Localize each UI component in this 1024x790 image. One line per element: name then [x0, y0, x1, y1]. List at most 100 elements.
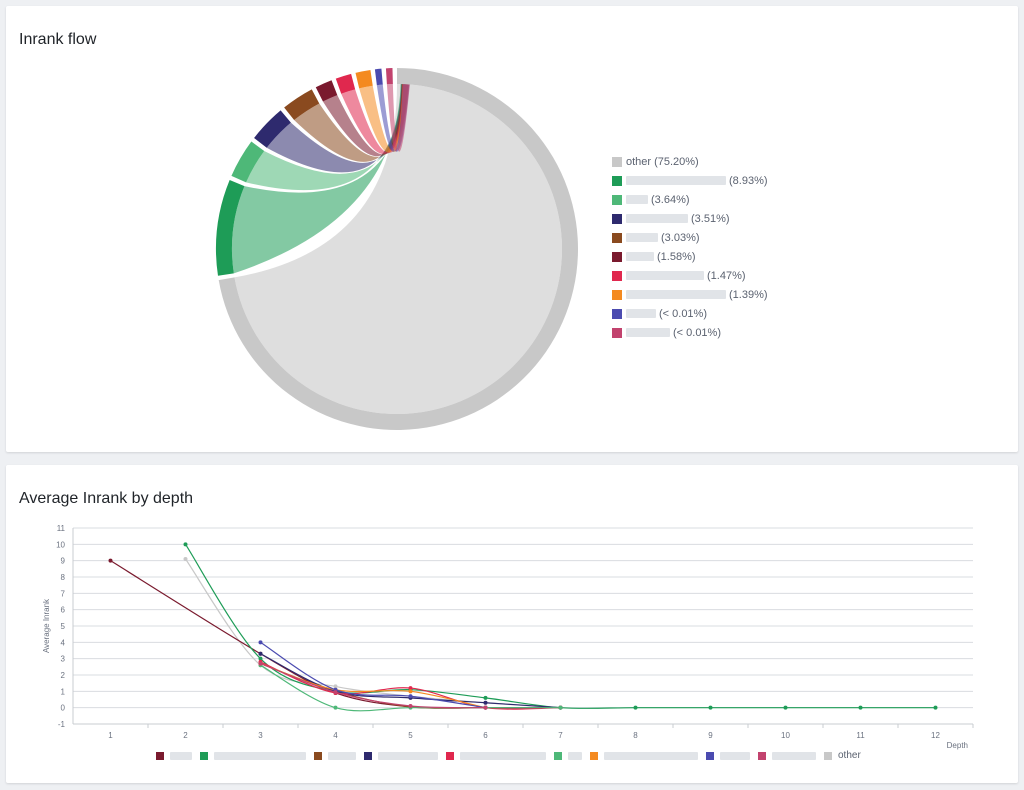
- line-legend-item[interactable]: [156, 751, 192, 760]
- data-point: [333, 684, 338, 689]
- line-legend-swatch: [156, 751, 164, 760]
- line-legend-name-redacted: [568, 751, 582, 760]
- x-tick-label: 5: [408, 731, 413, 740]
- data-point: [408, 686, 413, 691]
- series-line-9: [185, 558, 561, 709]
- data-point: [108, 558, 113, 563]
- data-point: [183, 542, 188, 547]
- chord-ribbon-1: [232, 84, 408, 274]
- x-tick-label: 3: [258, 731, 263, 740]
- chord-ribbon-7: [359, 84, 410, 153]
- legend-name-redacted: [626, 328, 670, 337]
- y-tick-label: 6: [61, 606, 66, 615]
- y-tick-label: 1: [61, 687, 66, 696]
- legend-item[interactable]: (1.39%): [612, 285, 768, 304]
- legend-item[interactable]: other (75.20%): [612, 152, 768, 171]
- chord-ribbon-9: [386, 84, 410, 152]
- legend-swatch: [612, 232, 622, 243]
- data-point: [333, 690, 338, 695]
- legend-item[interactable]: (1.58%): [612, 247, 768, 266]
- chord-arc-3: [254, 110, 291, 148]
- chord-arc-7: [355, 69, 373, 89]
- line-legend-name-redacted: [720, 751, 750, 760]
- legend-item[interactable]: (3.64%): [612, 190, 768, 209]
- y-tick-label: 3: [61, 655, 66, 664]
- x-tick-label: 8: [633, 731, 638, 740]
- series-line-7: [260, 641, 486, 709]
- line-legend-name-redacted: [214, 751, 306, 760]
- legend-percent: (< 0.01%): [659, 307, 707, 320]
- x-tick-label: 10: [781, 731, 790, 740]
- legend-percent: (1.47%): [707, 269, 746, 282]
- line-legend-name-redacted: [328, 751, 356, 760]
- line-legend-item[interactable]: [200, 751, 306, 760]
- line-legend-swatch: [590, 751, 598, 760]
- line-legend-name-redacted: [170, 751, 192, 760]
- data-point: [933, 705, 938, 710]
- line-legend-name-redacted: [604, 751, 698, 760]
- legend-swatch: [612, 308, 622, 319]
- line-legend-item[interactable]: [446, 751, 546, 760]
- line-legend-item[interactable]: [590, 751, 698, 760]
- line-legend-item[interactable]: other: [824, 750, 861, 761]
- legend-item[interactable]: (1.47%): [612, 266, 768, 285]
- line-legend-item[interactable]: [314, 751, 356, 760]
- data-point: [258, 656, 263, 661]
- data-point: [183, 557, 188, 562]
- legend-item[interactable]: (3.03%): [612, 228, 768, 247]
- line-legend-swatch: [706, 751, 714, 760]
- chord-ribbon-3: [266, 84, 408, 173]
- line-legend-swatch: [364, 751, 372, 760]
- legend-percent: (< 0.01%): [673, 326, 721, 339]
- y-tick-label: 4: [61, 638, 66, 647]
- legend-percent: (75.20%): [654, 155, 699, 168]
- data-point: [483, 700, 488, 705]
- legend-swatch: [612, 194, 622, 205]
- chord-arc-5: [315, 80, 338, 102]
- legend-item[interactable]: (< 0.01%): [612, 304, 768, 323]
- x-tick-label: 6: [483, 731, 488, 740]
- line-legend-name-redacted: [460, 751, 546, 760]
- legend-percent: (3.51%): [691, 212, 730, 225]
- data-point: [258, 640, 263, 645]
- y-tick-label: 11: [57, 524, 66, 533]
- chord-arc-8: [374, 68, 383, 86]
- line-legend-swatch: [758, 751, 766, 760]
- chord-ribbon-5: [322, 84, 409, 157]
- data-point: [858, 705, 863, 710]
- y-tick-label: 10: [56, 540, 65, 549]
- legend-name-redacted: [626, 309, 656, 318]
- legend-name-redacted: [626, 195, 648, 204]
- average-inrank-card: Average Inrank by depth -1 0 1 2 3 4 5 6 7 8 9 10 11…: [6, 465, 1018, 783]
- data-point: [558, 705, 563, 710]
- x-tick-label: 7: [558, 731, 563, 740]
- chord-arc-6: [335, 73, 356, 94]
- legend-item[interactable]: (8.93%): [612, 171, 768, 190]
- chord-ribbon-6: [341, 84, 409, 155]
- legend-name-redacted: [626, 252, 654, 261]
- y-tick-label: 8: [61, 573, 66, 582]
- y-axis-label: Average Inrank: [42, 598, 51, 653]
- legend-item[interactable]: (< 0.01%): [612, 323, 768, 342]
- line-legend-item[interactable]: [554, 751, 582, 760]
- chord-arc-2: [231, 141, 265, 183]
- line-legend-item[interactable]: [706, 751, 750, 760]
- data-point: [258, 661, 263, 666]
- line-legend-item[interactable]: [364, 751, 438, 760]
- x-tick-label: 12: [931, 731, 940, 740]
- line-legend-swatch: [446, 751, 454, 760]
- data-point: [258, 651, 263, 656]
- legend-percent: (8.93%): [729, 174, 768, 187]
- line-legend-name-redacted: [772, 751, 816, 760]
- data-point: [408, 689, 413, 694]
- line-legend-swatch: [824, 751, 832, 760]
- line-legend-item[interactable]: [758, 751, 816, 760]
- legend-swatch: [612, 156, 622, 167]
- legend-item[interactable]: (3.51%): [612, 209, 768, 228]
- chord-arc-4: [284, 89, 320, 121]
- chord-ribbon-other: [234, 84, 562, 414]
- series-line-2: [260, 663, 486, 709]
- x-axis-label: Depth: [947, 741, 968, 750]
- legend-swatch: [612, 270, 622, 281]
- legend-name-redacted: [626, 214, 688, 223]
